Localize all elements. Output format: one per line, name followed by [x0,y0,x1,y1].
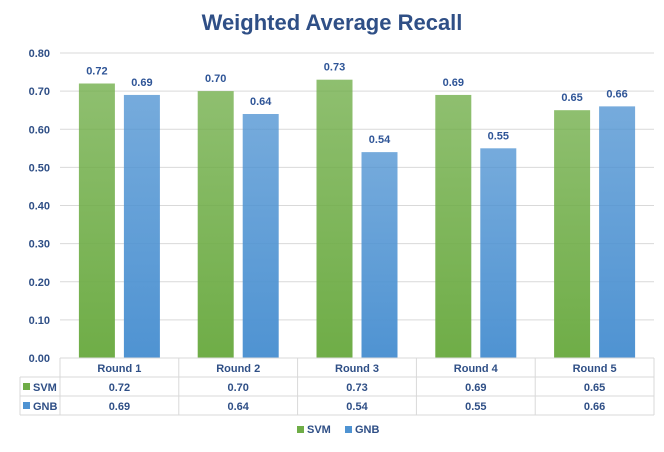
bar-gnb-4 [480,148,517,358]
table-cell: 0.65 [584,382,605,394]
x-category-label: Round 3 [335,363,379,375]
y-tick-label: 0.00 [29,353,50,365]
data-label: 0.64 [250,96,272,108]
y-tick-label: 0.70 [29,86,50,98]
bar-gnb-1 [123,94,160,358]
legend-swatch [345,426,352,433]
y-axis: 0.00 0.10 0.20 0.30 0.40 0.50 0.60 0.70 0.80 [29,48,50,365]
data-label: 0.73 [324,62,345,74]
bar-svm-5 [554,110,591,358]
data-label: 0.70 [205,73,226,85]
y-tick-label: 0.50 [29,162,50,174]
legend-label: GNB [355,424,380,436]
table-series-swatch [23,402,30,409]
data-label: 0.65 [561,92,582,104]
table-cell: 0.72 [109,382,130,394]
data-label: 0.69 [131,77,152,89]
table-series-name: SVM [33,382,57,394]
table-cell: 0.54 [346,401,368,413]
table-cell: 0.66 [584,401,605,413]
data-label: 0.66 [606,88,627,100]
x-category-label: Round 2 [216,363,260,375]
data-label: 0.54 [369,134,391,146]
data-label: 0.69 [443,77,464,89]
y-tick-label: 0.20 [29,277,50,289]
data-label: 0.72 [86,66,107,78]
y-tick-label: 0.30 [29,239,50,251]
chart-title: Weighted Average Recall [201,10,463,35]
bar-gnb-2 [242,114,279,358]
x-category-label: Round 1 [97,363,141,375]
table-cell: 0.55 [465,401,486,413]
table-series-name: GNB [33,401,58,413]
data-labels: 0.72 0.69 0.70 0.64 0.73 0.54 0.69 0.55 0.65 0.66 [86,62,628,146]
data-table: Round 1 Round 2 Round 3 Round 4 Round 5 SVM 0.… [19,357,655,416]
table-cell: 0.64 [227,401,249,413]
bar-gnb-3 [361,152,398,358]
data-label: 0.55 [488,130,509,142]
y-tick-label: 0.80 [29,48,50,60]
table-cell: 0.69 [465,382,486,394]
table-cell: 0.70 [227,382,248,394]
bars [78,79,636,358]
table-series-swatch [23,383,30,390]
legend-label: SVM [307,424,331,436]
y-tick-label: 0.60 [29,124,50,136]
legend: SVM GNB [297,424,380,436]
legend-swatch [297,426,304,433]
bar-svm-1 [78,83,115,358]
bar-gnb-5 [599,106,636,358]
bar-svm-2 [197,91,234,358]
y-tick-label: 0.10 [29,315,50,327]
x-category-label: Round 5 [573,363,617,375]
table-cell: 0.73 [346,382,367,394]
y-tick-label: 0.40 [29,201,50,213]
bar-svm-4 [435,94,472,358]
x-category-label: Round 4 [454,363,499,375]
table-cell: 0.69 [109,401,130,413]
bar-svm-3 [316,79,353,358]
